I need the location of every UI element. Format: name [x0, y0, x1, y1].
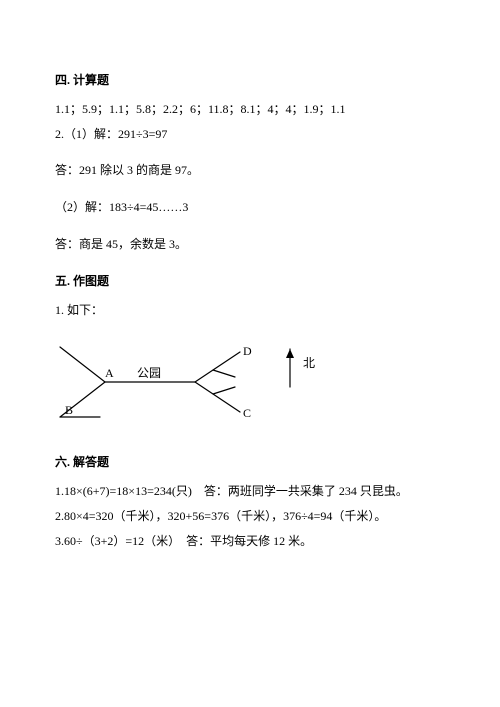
diagram-label-a: A: [105, 366, 114, 380]
section6-line1: 1.18×(6+7)=18×13=234(只) 答：两班同学一共采集了 234 …: [55, 480, 445, 503]
section6-heading: 六. 解答题: [55, 451, 445, 474]
section4-heading: 四. 计算题: [55, 69, 445, 92]
section4-line5: 答：商是 45，余数是 3。: [55, 233, 445, 256]
diagram-label-d: D: [243, 344, 252, 358]
section5-heading: 五. 作图题: [55, 270, 445, 293]
diagram: A B C D 公园 北: [55, 327, 335, 437]
section6-line3: 3.60÷（3+2）=12（米） 答：平均每天修 12 米。: [55, 530, 445, 553]
section4-line4: （2）解：183÷4=45……3: [55, 196, 445, 219]
section4-line3: 答：291 除以 3 的商是 97。: [55, 159, 445, 182]
page: 四. 计算题 1.1；5.9；1.1；5.8；2.2；6；11.8；8.1；4；…: [0, 0, 500, 553]
diagram-label-park: 公园: [137, 366, 161, 380]
diagram-label-b: B: [65, 403, 73, 417]
section6-line2: 2.80×4=320（千米），320+56=376（千米），376÷4=94（千…: [55, 505, 445, 528]
diagram-label-north: 北: [303, 356, 315, 370]
diagram-label-c: C: [243, 406, 251, 420]
section5-line1: 1. 如下：: [55, 299, 445, 322]
section4-line2: 2.（1）解：291÷3=97: [55, 123, 445, 146]
section4-line1: 1.1；5.9；1.1；5.8；2.2；6；11.8；8.1；4；4；1.9；1…: [55, 98, 445, 121]
